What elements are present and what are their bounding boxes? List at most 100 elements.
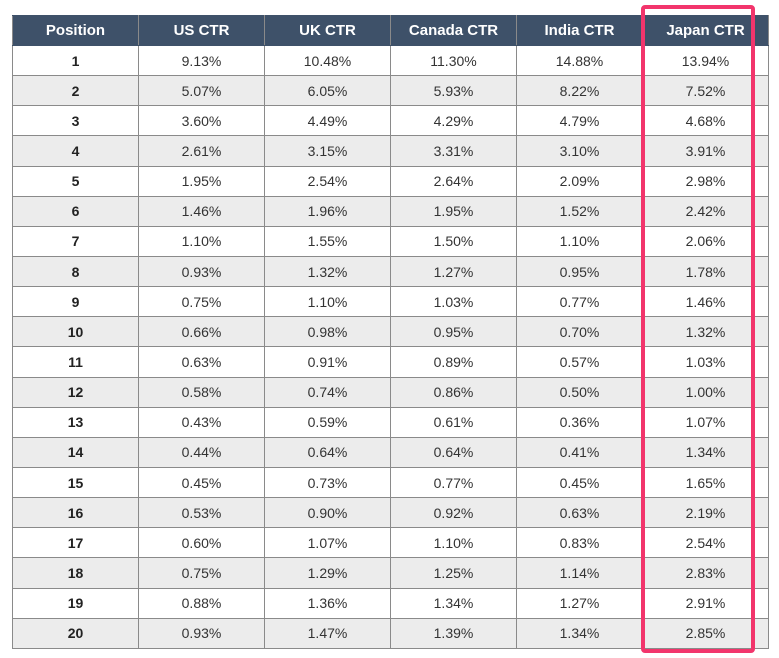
ctr-cell: 1.07% <box>264 527 391 559</box>
ctr-cell: 2.19% <box>642 497 769 529</box>
ctr-cell: 1.03% <box>642 346 769 378</box>
ctr-cell: 0.83% <box>516 527 643 559</box>
ctr-cell: 0.86% <box>390 376 517 408</box>
ctr-cell: 1.46% <box>138 195 265 227</box>
ctr-cell: 1.50% <box>390 225 517 257</box>
ctr-cell: 1.95% <box>138 165 265 197</box>
ctr-cell: 1.34% <box>390 587 517 619</box>
ctr-cell: 1.10% <box>390 527 517 559</box>
ctr-cell: 1.52% <box>516 195 643 227</box>
ctr-cell: 5.07% <box>138 75 265 107</box>
ctr-cell: 0.50% <box>516 376 643 408</box>
table-row: 18 0.75% 1.29% 1.25% 1.14% 2.83% <box>12 557 769 589</box>
ctr-cell: 1.27% <box>390 255 517 288</box>
ctr-cell: 3.31% <box>390 135 517 167</box>
ctr-cell: 10.48% <box>264 44 391 77</box>
ctr-cell: 0.57% <box>516 346 643 378</box>
ctr-cell: 0.61% <box>390 406 517 438</box>
ctr-cell: 3.91% <box>642 135 769 167</box>
ctr-cell: 0.64% <box>390 436 517 468</box>
ctr-cell: 4.79% <box>516 105 643 137</box>
table-row: 14 0.44% 0.64% 0.64% 0.41% 1.34% <box>12 436 769 468</box>
ctr-cell: 1.00% <box>642 376 769 408</box>
position-cell: 7 <box>12 225 139 257</box>
ctr-cell: 1.78% <box>642 255 769 288</box>
table-row: 19 0.88% 1.36% 1.34% 1.27% 2.91% <box>12 587 769 619</box>
ctr-cell: 1.27% <box>516 587 643 619</box>
position-cell: 20 <box>12 617 139 649</box>
ctr-cell: 1.10% <box>264 286 391 318</box>
ctr-cell: 0.59% <box>264 406 391 438</box>
ctr-cell: 1.47% <box>264 617 391 649</box>
ctr-cell: 1.32% <box>264 255 391 288</box>
ctr-cell: 0.95% <box>516 255 643 288</box>
ctr-cell: 0.45% <box>516 466 643 499</box>
ctr-cell: 3.60% <box>138 105 265 137</box>
ctr-cell: 0.89% <box>390 346 517 378</box>
table-row: 3 3.60% 4.49% 4.29% 4.79% 4.68% <box>12 105 769 137</box>
position-cell: 4 <box>12 135 139 167</box>
ctr-cell: 1.07% <box>642 406 769 438</box>
ctr-cell: 0.63% <box>138 346 265 378</box>
table-row: 16 0.53% 0.90% 0.92% 0.63% 2.19% <box>12 497 769 529</box>
table-row: 8 0.93% 1.32% 1.27% 0.95% 1.78% <box>12 255 769 288</box>
header-cell: US CTR <box>138 15 265 46</box>
ctr-cell: 0.88% <box>138 587 265 619</box>
ctr-cell: 2.06% <box>642 225 769 257</box>
ctr-cell: 2.91% <box>642 587 769 619</box>
table-row: 15 0.45% 0.73% 0.77% 0.45% 1.65% <box>12 466 769 499</box>
ctr-cell: 0.74% <box>264 376 391 408</box>
ctr-cell: 3.15% <box>264 135 391 167</box>
position-cell: 12 <box>12 376 139 408</box>
table-row: 20 0.93% 1.47% 1.39% 1.34% 2.85% <box>12 617 769 649</box>
table-row: 10 0.66% 0.98% 0.95% 0.70% 1.32% <box>12 316 769 348</box>
position-cell: 3 <box>12 105 139 137</box>
ctr-cell: 4.29% <box>390 105 517 137</box>
ctr-cell: 4.68% <box>642 105 769 137</box>
ctr-cell: 1.25% <box>390 557 517 589</box>
ctr-cell: 1.65% <box>642 466 769 499</box>
position-cell: 11 <box>12 346 139 378</box>
ctr-cell: 1.34% <box>516 617 643 649</box>
table-row: 4 2.61% 3.15% 3.31% 3.10% 3.91% <box>12 135 769 167</box>
ctr-cell: 0.77% <box>516 286 643 318</box>
position-cell: 14 <box>12 436 139 468</box>
position-cell: 9 <box>12 286 139 318</box>
position-cell: 15 <box>12 466 139 499</box>
table-body: 1 9.13% 10.48% 11.30% 14.88% 13.94% 2 5.07% 6.05… <box>12 44 769 649</box>
ctr-cell: 9.13% <box>138 44 265 77</box>
ctr-cell: 4.49% <box>264 105 391 137</box>
table-row: 9 0.75% 1.10% 1.03% 0.77% 1.46% <box>12 286 769 318</box>
position-cell: 2 <box>12 75 139 107</box>
ctr-cell: 1.96% <box>264 195 391 227</box>
ctr-cell: 1.03% <box>390 286 517 318</box>
header-cell: India CTR <box>516 15 643 46</box>
header-cell: UK CTR <box>264 15 391 46</box>
ctr-cell: 2.42% <box>642 195 769 227</box>
table-row: 5 1.95% 2.54% 2.64% 2.09% 2.98% <box>12 165 769 197</box>
ctr-cell: 0.64% <box>264 436 391 468</box>
ctr-cell: 2.61% <box>138 135 265 167</box>
header-cell: Position <box>12 15 139 46</box>
table-row: 13 0.43% 0.59% 0.61% 0.36% 1.07% <box>12 406 769 438</box>
ctr-cell: 0.92% <box>390 497 517 529</box>
ctr-cell: 13.94% <box>642 44 769 77</box>
header-row: Position US CTR UK CTR Canada CTR India CTR J… <box>12 15 769 46</box>
ctr-cell: 8.22% <box>516 75 643 107</box>
ctr-cell: 11.30% <box>390 44 517 77</box>
ctr-cell: 0.70% <box>516 316 643 348</box>
ctr-cell: 1.55% <box>264 225 391 257</box>
header-cell: Japan CTR <box>642 15 769 46</box>
ctr-cell: 1.10% <box>516 225 643 257</box>
table-row: 11 0.63% 0.91% 0.89% 0.57% 1.03% <box>12 346 769 378</box>
ctr-cell: 1.39% <box>390 617 517 649</box>
ctr-cell: 1.14% <box>516 557 643 589</box>
ctr-cell: 1.10% <box>138 225 265 257</box>
position-cell: 1 <box>12 44 139 77</box>
ctr-cell: 0.58% <box>138 376 265 408</box>
ctr-cell: 1.32% <box>642 316 769 348</box>
table-row: 1 9.13% 10.48% 11.30% 14.88% 13.94% <box>12 44 769 77</box>
ctr-cell: 7.52% <box>642 75 769 107</box>
ctr-cell: 2.09% <box>516 165 643 197</box>
position-cell: 18 <box>12 557 139 589</box>
